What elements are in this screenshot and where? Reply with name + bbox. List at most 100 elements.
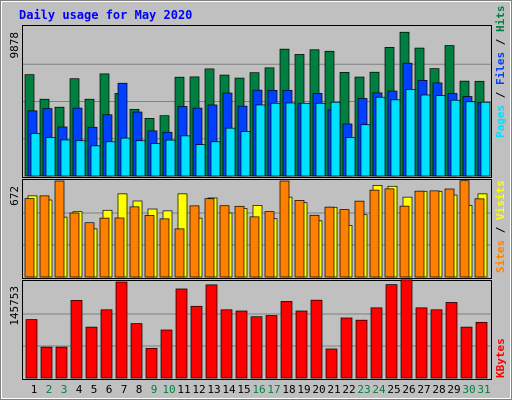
bar-kbytes-day-24: [370, 307, 383, 379]
bar-kbytes-day-1: [25, 319, 38, 379]
bar-sites-day-29: [444, 188, 455, 278]
bar-kbytes-day-2: [40, 346, 53, 379]
bar-sites-day-17: [264, 211, 275, 278]
bar-pages-day-19: [300, 102, 311, 177]
ymax-label-hits: 9878: [8, 32, 21, 59]
bar-pages-day-5: [90, 145, 101, 177]
legend-separator: /: [494, 220, 507, 240]
x-tick-label: 25: [387, 383, 400, 396]
bar-pages-day-27: [420, 94, 431, 177]
bar-kbytes-day-22: [340, 317, 353, 379]
x-tick-label: 11: [177, 383, 190, 396]
bar-sites-day-22: [339, 209, 350, 278]
bar-kbytes-day-9: [145, 347, 158, 379]
bar-pages-day-6: [105, 141, 116, 177]
bar-kbytes-day-21: [325, 348, 338, 379]
x-tick-label: 26: [402, 383, 415, 396]
x-tick-label: 27: [417, 383, 430, 396]
bar-kbytes-day-20: [310, 299, 323, 379]
bar-pages-day-25: [390, 99, 401, 177]
bar-sites-day-10: [159, 218, 170, 278]
x-tick-label: 8: [136, 383, 143, 396]
bar-pages-day-14: [225, 127, 236, 177]
bar-pages-day-20: [315, 102, 326, 177]
x-tick-label: 1: [31, 383, 38, 396]
x-tick-label: 30: [462, 383, 475, 396]
x-tick-label: 31: [477, 383, 490, 396]
bar-pages-day-10: [165, 139, 176, 177]
bar-sites-day-13: [204, 198, 215, 278]
bar-kbytes-day-18: [280, 301, 293, 379]
bar-sites-day-21: [324, 206, 335, 278]
bar-pages-day-23: [360, 124, 371, 177]
x-tick-label: 19: [297, 383, 310, 396]
bar-sites-day-12: [189, 205, 200, 278]
bar-pages-day-1: [30, 133, 41, 177]
bar-sites-day-15: [234, 205, 245, 278]
bar-pages-day-11: [180, 135, 191, 177]
x-tick-label: 13: [207, 383, 220, 396]
legend-separator: /: [494, 32, 507, 52]
bar-pages-day-7: [120, 137, 131, 177]
x-tick-label: 20: [312, 383, 325, 396]
bar-sites-day-16: [249, 216, 260, 278]
bar-pages-day-30: [465, 101, 476, 177]
bar-sites-day-27: [414, 190, 425, 278]
x-tick-label: 12: [192, 383, 205, 396]
bar-pages-day-2: [45, 137, 56, 177]
x-tick-label: 18: [282, 383, 295, 396]
x-tick-label: 7: [121, 383, 128, 396]
bar-kbytes-day-12: [190, 305, 203, 379]
bar-sites-day-28: [429, 190, 440, 278]
bar-pages-day-22: [345, 137, 356, 177]
bar-pages-day-29: [450, 99, 461, 177]
bar-kbytes-day-15: [235, 310, 248, 379]
bar-sites-day-30: [459, 180, 470, 278]
bar-kbytes-day-23: [355, 319, 368, 379]
bar-sites-day-14: [219, 205, 230, 278]
bar-pages-day-21: [330, 101, 341, 177]
bar-kbytes-day-7: [115, 281, 128, 379]
x-tick-label: 6: [106, 383, 113, 396]
x-tick-label: 21: [327, 383, 340, 396]
bar-kbytes-day-5: [85, 326, 98, 379]
bar-pages-day-12: [195, 144, 206, 177]
legend-separator: /: [494, 85, 507, 105]
bar-pages-day-9: [150, 143, 161, 177]
bar-pages-day-16: [255, 104, 266, 177]
x-axis-labels: 1 2 3 4 5 6 7 8 9 10 11 12 13 14 15 16 17 18 19 20 21 22 23 24 2…: [31, 383, 491, 396]
bar-pages-day-3: [60, 139, 71, 177]
legend-visits: Visits: [494, 180, 507, 220]
legend-hits: Hits: [494, 6, 507, 33]
chart-title: Daily usage for May 2020: [19, 8, 192, 22]
bar-pages-day-13: [210, 141, 221, 177]
bar-sites-day-19: [294, 200, 305, 278]
bar-pages-day-31: [480, 101, 491, 177]
bar-sites-day-6: [99, 217, 110, 278]
x-tick-label: 14: [222, 383, 236, 396]
bar-kbytes-day-25: [385, 284, 398, 379]
bar-kbytes-day-31: [475, 321, 488, 379]
bar-pages-day-8: [135, 140, 146, 177]
bar-kbytes-day-4: [70, 300, 83, 379]
bar-pages-day-15: [240, 131, 251, 177]
bar-sites-day-11: [174, 228, 185, 278]
bar-kbytes-day-13: [205, 284, 218, 379]
bar-kbytes-day-6: [100, 309, 113, 379]
bar-kbytes-day-30: [460, 326, 473, 379]
legend-kbytes: KBytes: [494, 338, 507, 378]
bar-pages-day-26: [405, 89, 416, 177]
x-tick-label: 16: [252, 383, 265, 396]
x-tick-label: 22: [342, 383, 355, 396]
legend-pages: Pages: [494, 105, 507, 138]
bar-sites-day-25: [384, 188, 395, 278]
bar-sites-day-2: [39, 195, 50, 278]
bar-kbytes-day-19: [295, 310, 308, 379]
legend-files: Files: [494, 52, 507, 85]
bar-sites-day-23: [354, 200, 365, 278]
legend-sites: Sites: [494, 240, 507, 273]
bar-sites-day-3: [54, 180, 65, 278]
legend-hits-files-pages: Pages / Files / Hits: [494, 6, 507, 139]
x-tick-label: 10: [162, 383, 175, 396]
